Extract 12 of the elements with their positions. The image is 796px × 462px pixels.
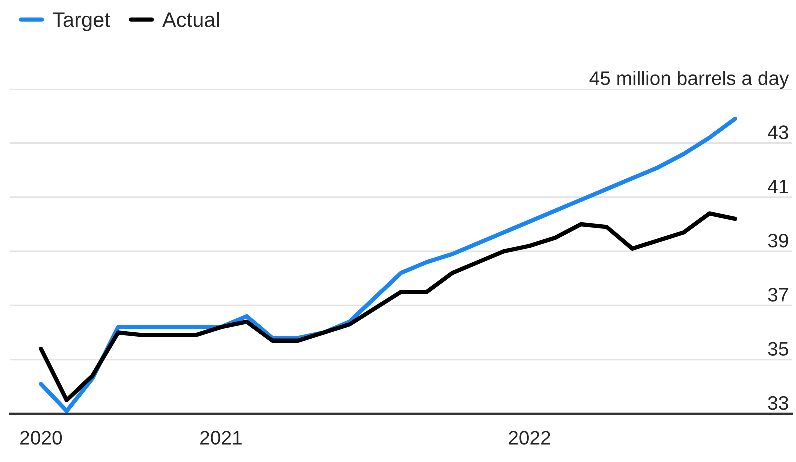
y-tick-label: 39 — [768, 234, 788, 248]
y-tick-label: 45 million barrels a day — [590, 71, 790, 90]
x-tick-label: 2020 — [20, 431, 62, 445]
legend-label: Target — [53, 12, 110, 32]
y-tick-label: 41 — [768, 180, 788, 194]
legend-label: Actual — [162, 12, 220, 28]
y-tick-label: 43 — [768, 126, 788, 140]
x-tick-label: 2022 — [509, 431, 550, 445]
y-tick-label: 35 — [768, 342, 788, 356]
x-tick-label: 2021 — [200, 431, 242, 445]
y-tick-label: 37 — [768, 288, 788, 302]
y-tick-label: 33 — [768, 396, 788, 410]
